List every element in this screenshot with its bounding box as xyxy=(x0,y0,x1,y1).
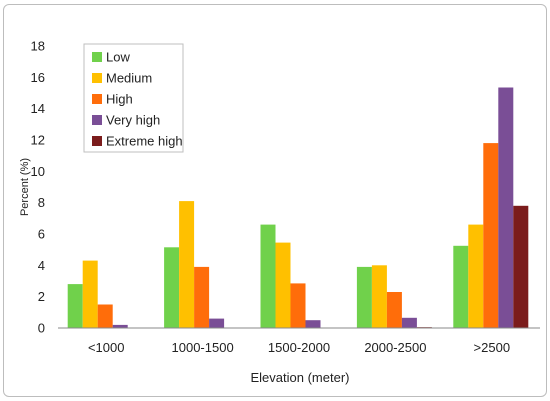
legend-label: Extreme high xyxy=(106,134,183,149)
bar-low xyxy=(164,247,180,328)
legend-label: Very high xyxy=(106,113,160,128)
legend-label: Low xyxy=(106,50,130,65)
y-tick-label: 12 xyxy=(31,133,45,148)
legend: Low Medium High Very high Extreme high xyxy=(83,43,184,153)
y-axis-ticks: 0 2 4 6 8 10 12 14 16 18 xyxy=(31,39,45,336)
legend-label: High xyxy=(106,92,133,107)
bar-high xyxy=(386,292,402,328)
bar-medium xyxy=(468,224,484,328)
y-tick-label: 18 xyxy=(31,39,45,54)
bar-medium xyxy=(371,265,387,328)
legend-swatch xyxy=(92,115,102,125)
y-tick-label: 14 xyxy=(31,101,45,116)
bar-low xyxy=(356,266,372,328)
x-axis-title: Elevation (meter) xyxy=(251,370,350,385)
bar-very-high xyxy=(401,317,417,328)
y-tick-label: 0 xyxy=(38,321,45,336)
bar-medium xyxy=(179,201,195,328)
y-tick-label: 10 xyxy=(31,164,45,179)
bar-low xyxy=(453,245,469,329)
bar-high xyxy=(483,143,499,328)
legend-label: Medium xyxy=(106,71,152,86)
bar-extreme-high xyxy=(513,205,529,328)
x-tick-label: 1500-2000 xyxy=(268,340,330,355)
legend-swatch xyxy=(92,136,102,146)
x-tick-label: <1000 xyxy=(88,340,125,355)
y-tick-label: 16 xyxy=(31,70,45,85)
legend-swatch xyxy=(92,94,102,104)
bars xyxy=(67,87,529,329)
legend-swatch xyxy=(92,73,102,83)
bar-high xyxy=(97,304,113,328)
bar-high xyxy=(194,266,210,328)
legend-swatch xyxy=(92,52,102,62)
y-tick-label: 6 xyxy=(38,227,45,242)
y-axis-title: Percent (%) xyxy=(19,158,31,216)
y-tick-label: 2 xyxy=(38,289,45,304)
bar-high xyxy=(290,283,306,328)
x-axis-ticks: <1000 1000-1500 1500-2000 2000-2500 >2500 xyxy=(88,340,510,355)
y-tick-label: 8 xyxy=(38,195,45,210)
x-tick-label: 1000-1500 xyxy=(172,340,234,355)
bar-very-high xyxy=(209,318,225,328)
bar-medium xyxy=(275,242,291,328)
x-tick-label: >2500 xyxy=(474,340,511,355)
bar-very-high xyxy=(305,320,321,328)
x-tick-label: 2000-2500 xyxy=(364,340,426,355)
bar-very-high xyxy=(112,324,128,328)
bar-medium xyxy=(82,260,98,328)
bar-low xyxy=(67,284,83,328)
bar-low xyxy=(260,224,276,328)
bar-very-high xyxy=(498,87,514,328)
y-tick-label: 4 xyxy=(38,258,45,273)
